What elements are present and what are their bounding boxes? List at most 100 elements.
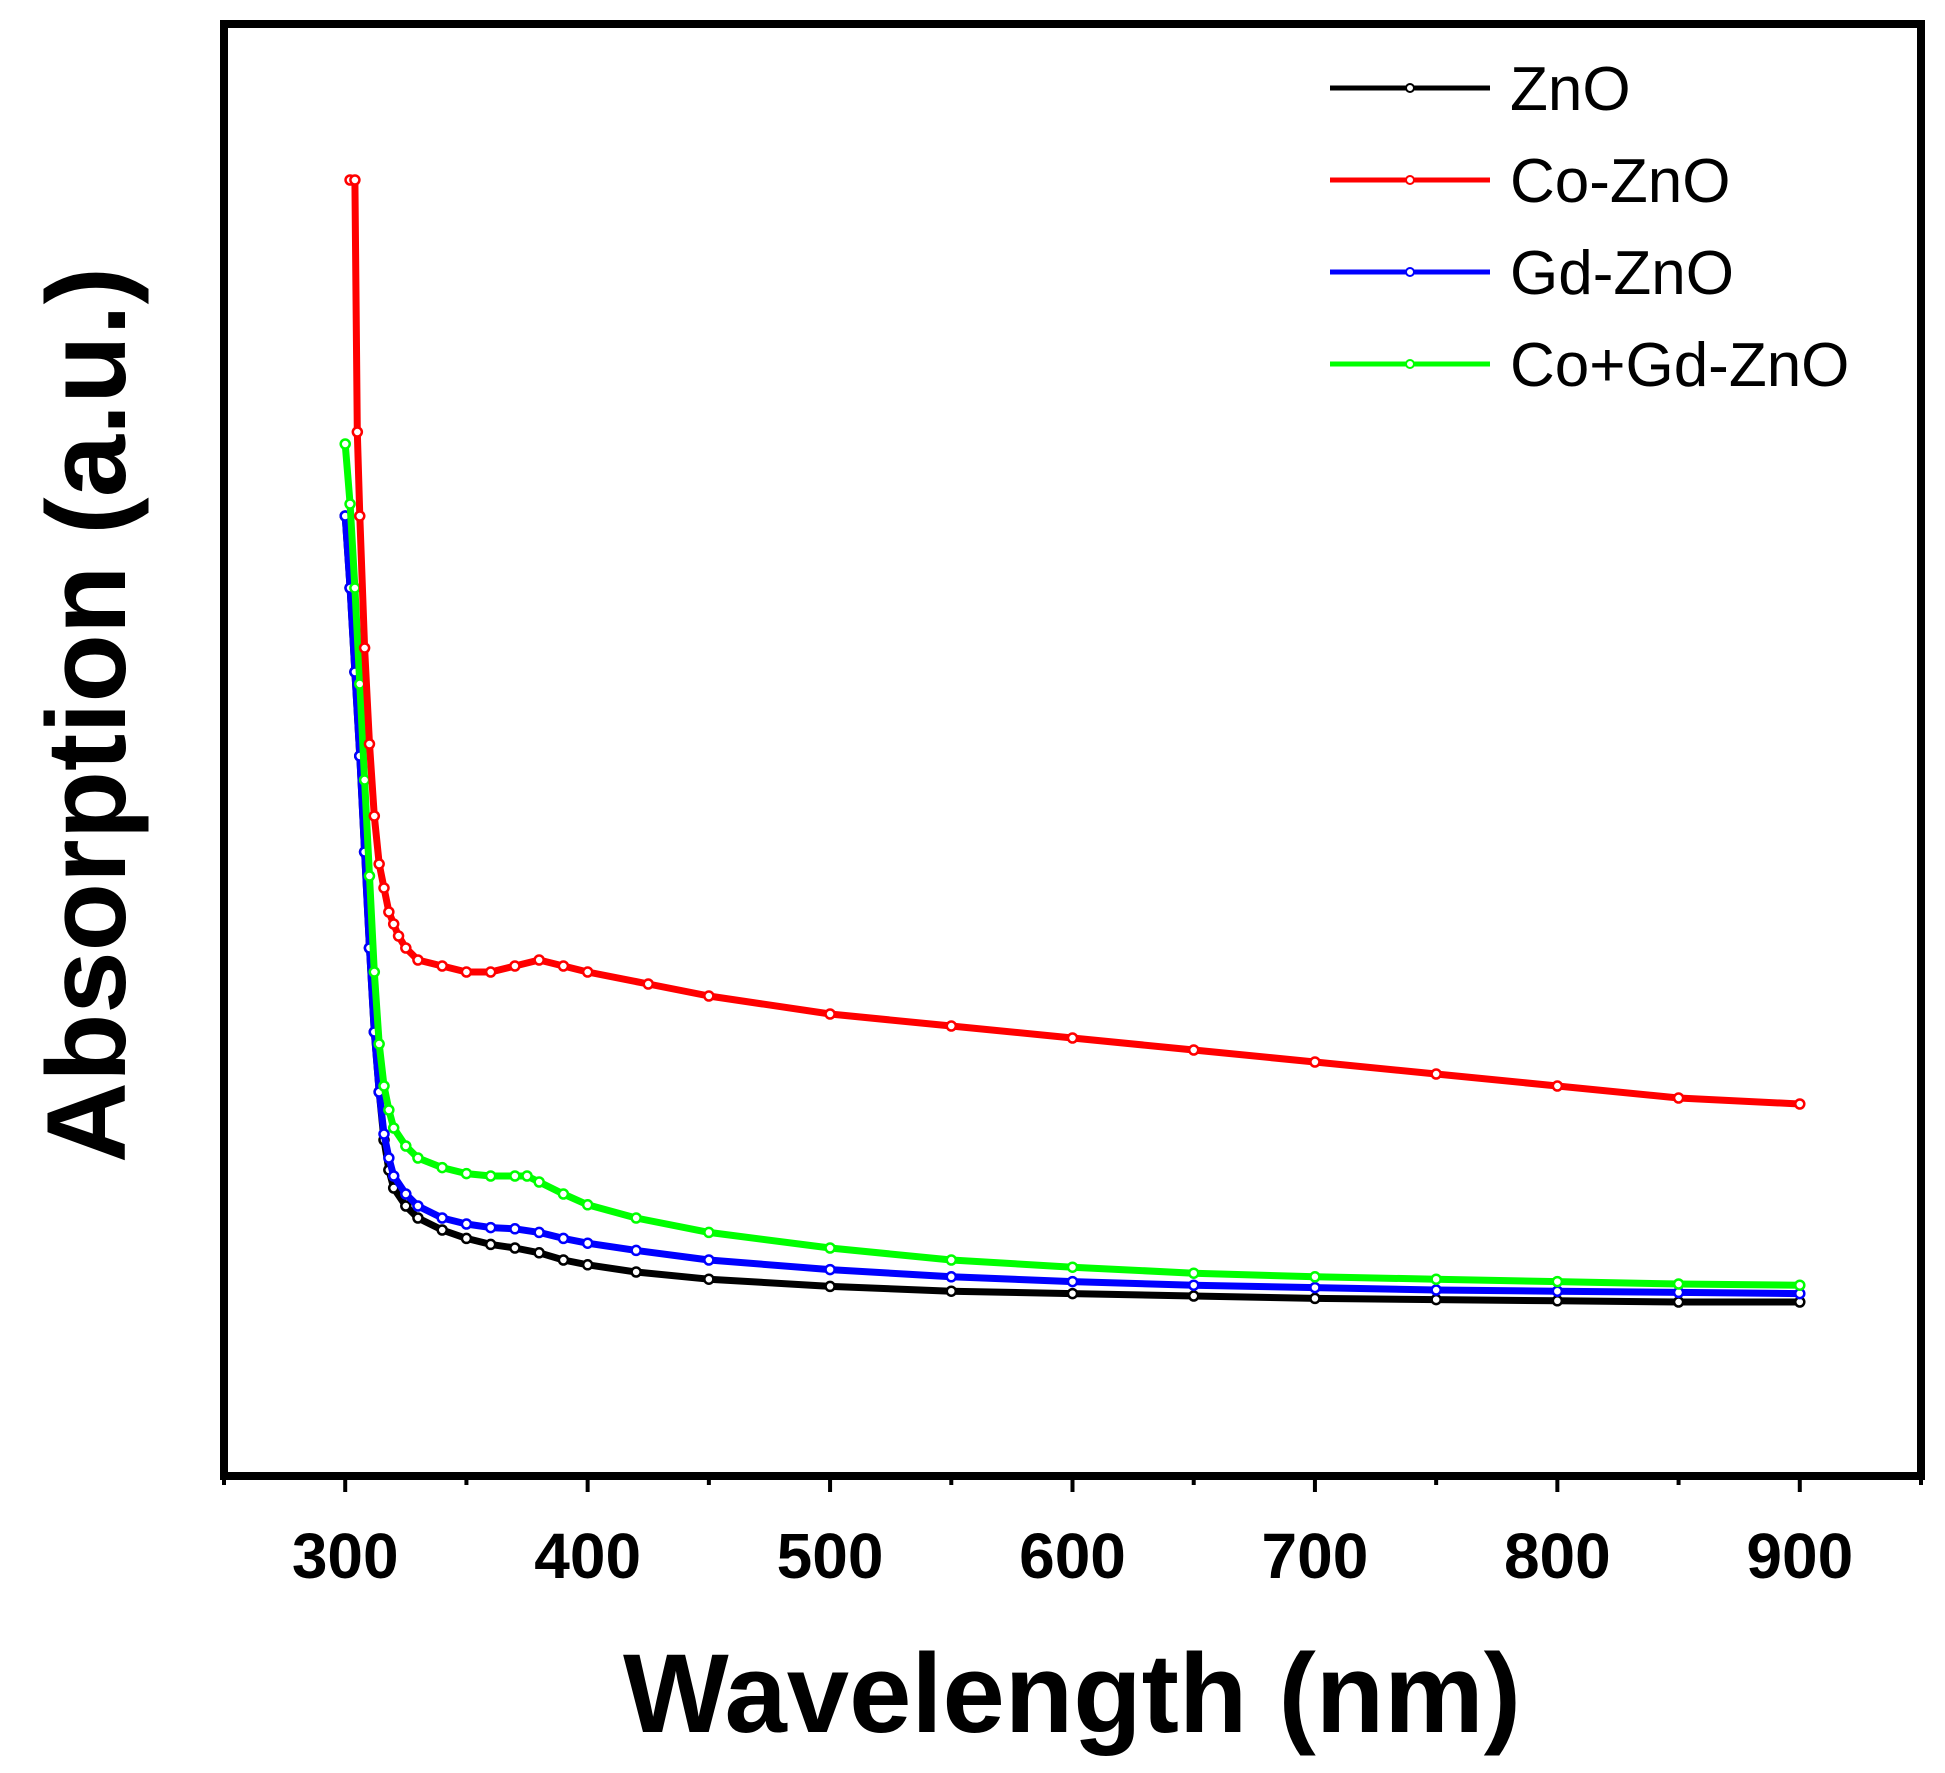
data-point (383, 906, 395, 918)
x-tick-label: 700 (1262, 1520, 1369, 1592)
data-point (373, 1038, 385, 1050)
legend-marker (1405, 175, 1415, 185)
data-point (484, 966, 497, 978)
data-point (349, 174, 361, 186)
data-point (1672, 1296, 1685, 1308)
data-point (1430, 1068, 1442, 1080)
data-point (1309, 1292, 1321, 1305)
data-point (1551, 1080, 1564, 1092)
data-point (824, 1008, 836, 1020)
data-point (354, 510, 366, 522)
data-point (581, 966, 594, 978)
data-point (339, 438, 351, 450)
data-point (509, 1223, 521, 1235)
data-point (533, 1247, 545, 1259)
data-point (703, 1273, 715, 1285)
data-point (349, 582, 361, 594)
data-point (1066, 1032, 1079, 1044)
data-point (642, 978, 654, 990)
data-point (1672, 1092, 1685, 1104)
data-point (436, 1161, 448, 1174)
data-point (1794, 1279, 1806, 1291)
data-point (824, 1263, 836, 1276)
data-point (412, 1212, 424, 1224)
data-point (460, 1218, 473, 1230)
data-point (1430, 1273, 1442, 1285)
data-point (436, 960, 448, 972)
data-point (1794, 1098, 1806, 1110)
data-point (703, 1254, 715, 1266)
data-point (460, 1167, 473, 1180)
data-point (358, 774, 371, 786)
legend-item: Co+Gd-ZnO (1330, 331, 1849, 400)
data-point (1187, 1290, 1200, 1302)
data-point (383, 1152, 395, 1164)
data-point (1430, 1293, 1442, 1306)
data-point (945, 1285, 958, 1297)
data-point (581, 1199, 594, 1211)
data-point (1551, 1285, 1564, 1297)
x-tick-label: 500 (777, 1520, 884, 1592)
data-point (363, 870, 376, 882)
legend-label: Gd-ZnO (1510, 239, 1734, 308)
data-point (1187, 1267, 1200, 1279)
data-point (436, 1212, 448, 1224)
data-point (630, 1266, 642, 1278)
data-point (521, 1170, 533, 1182)
data-point (533, 1176, 545, 1188)
data-point (1309, 1271, 1321, 1283)
x-axis-title: Wavelength (nm) (623, 1631, 1521, 1756)
series-co-gd-zno (339, 438, 1806, 1291)
legend-marker (1405, 359, 1415, 369)
legend-item: Co-ZnO (1330, 147, 1730, 216)
legend-label: Co-ZnO (1510, 147, 1730, 216)
data-point (1309, 1056, 1321, 1068)
series-gd-zno (339, 510, 1806, 1300)
data-point (703, 1226, 715, 1239)
data-point (363, 738, 376, 750)
legend-label: Co+Gd-ZnO (1510, 331, 1849, 400)
data-point (1066, 1287, 1079, 1300)
series-line (341, 512, 1804, 1298)
legend-item: Gd-ZnO (1330, 239, 1734, 308)
data-point (400, 1200, 412, 1212)
data-point (509, 1242, 521, 1254)
series-line (346, 176, 1804, 1108)
x-tick-label: 600 (1019, 1520, 1126, 1592)
data-point (945, 1254, 958, 1266)
legend-marker (1405, 267, 1415, 277)
data-point (509, 960, 521, 972)
data-point (392, 930, 405, 942)
x-tick-label: 400 (534, 1520, 641, 1592)
x-tick-label: 300 (292, 1520, 399, 1592)
series-layer (339, 174, 1806, 1308)
data-point (351, 426, 364, 438)
data-point (412, 1152, 424, 1164)
x-tick-label: 900 (1746, 1520, 1853, 1592)
legend: ZnO Co-ZnO Gd-ZnO Co+Gd-ZnO (1330, 55, 1849, 400)
data-point (1551, 1275, 1564, 1288)
data-point (460, 1232, 473, 1245)
data-point (484, 1170, 497, 1182)
data-point (344, 498, 356, 510)
data-point (436, 1224, 448, 1236)
data-point (400, 1140, 412, 1152)
data-point (1309, 1281, 1321, 1294)
series-zno (339, 510, 1806, 1308)
data-point (387, 1122, 400, 1134)
data-point (358, 642, 371, 654)
y-axis-title: Absorption (a.u.) (24, 267, 149, 1163)
data-point (484, 1238, 497, 1251)
data-point (1672, 1278, 1685, 1290)
data-point (945, 1271, 958, 1283)
data-point (557, 1188, 570, 1200)
data-point (557, 1254, 570, 1266)
data-point (412, 954, 424, 966)
data-point (368, 966, 381, 978)
data-point (945, 1020, 958, 1032)
data-point (387, 1170, 400, 1182)
data-point (484, 1221, 497, 1234)
data-point (383, 1104, 395, 1116)
data-point (400, 1188, 412, 1200)
x-axis: 300 400 500 600 700 800 900 (222, 1476, 1923, 1592)
